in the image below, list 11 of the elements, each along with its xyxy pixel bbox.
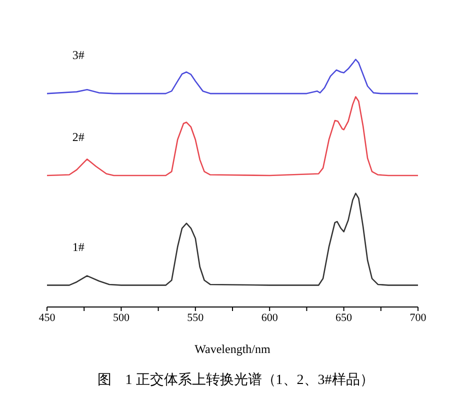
x-tick-label: 500 [112,312,130,324]
caption: 图 1 正交体系上转换光谱（1、2、3#样品） [96,371,375,389]
text: 3# [72,48,84,62]
series-label: 1# [72,240,84,254]
x-axis-title: Wavelength/nm [194,342,271,356]
series-label: 2# [72,130,84,144]
x-tick-label: 550 [187,312,204,324]
x-tick-label: 450 [38,312,56,324]
x-tick-label: 600 [261,312,278,324]
x-tick-label: 650 [336,312,353,324]
x-tick-label: 700 [410,312,427,324]
